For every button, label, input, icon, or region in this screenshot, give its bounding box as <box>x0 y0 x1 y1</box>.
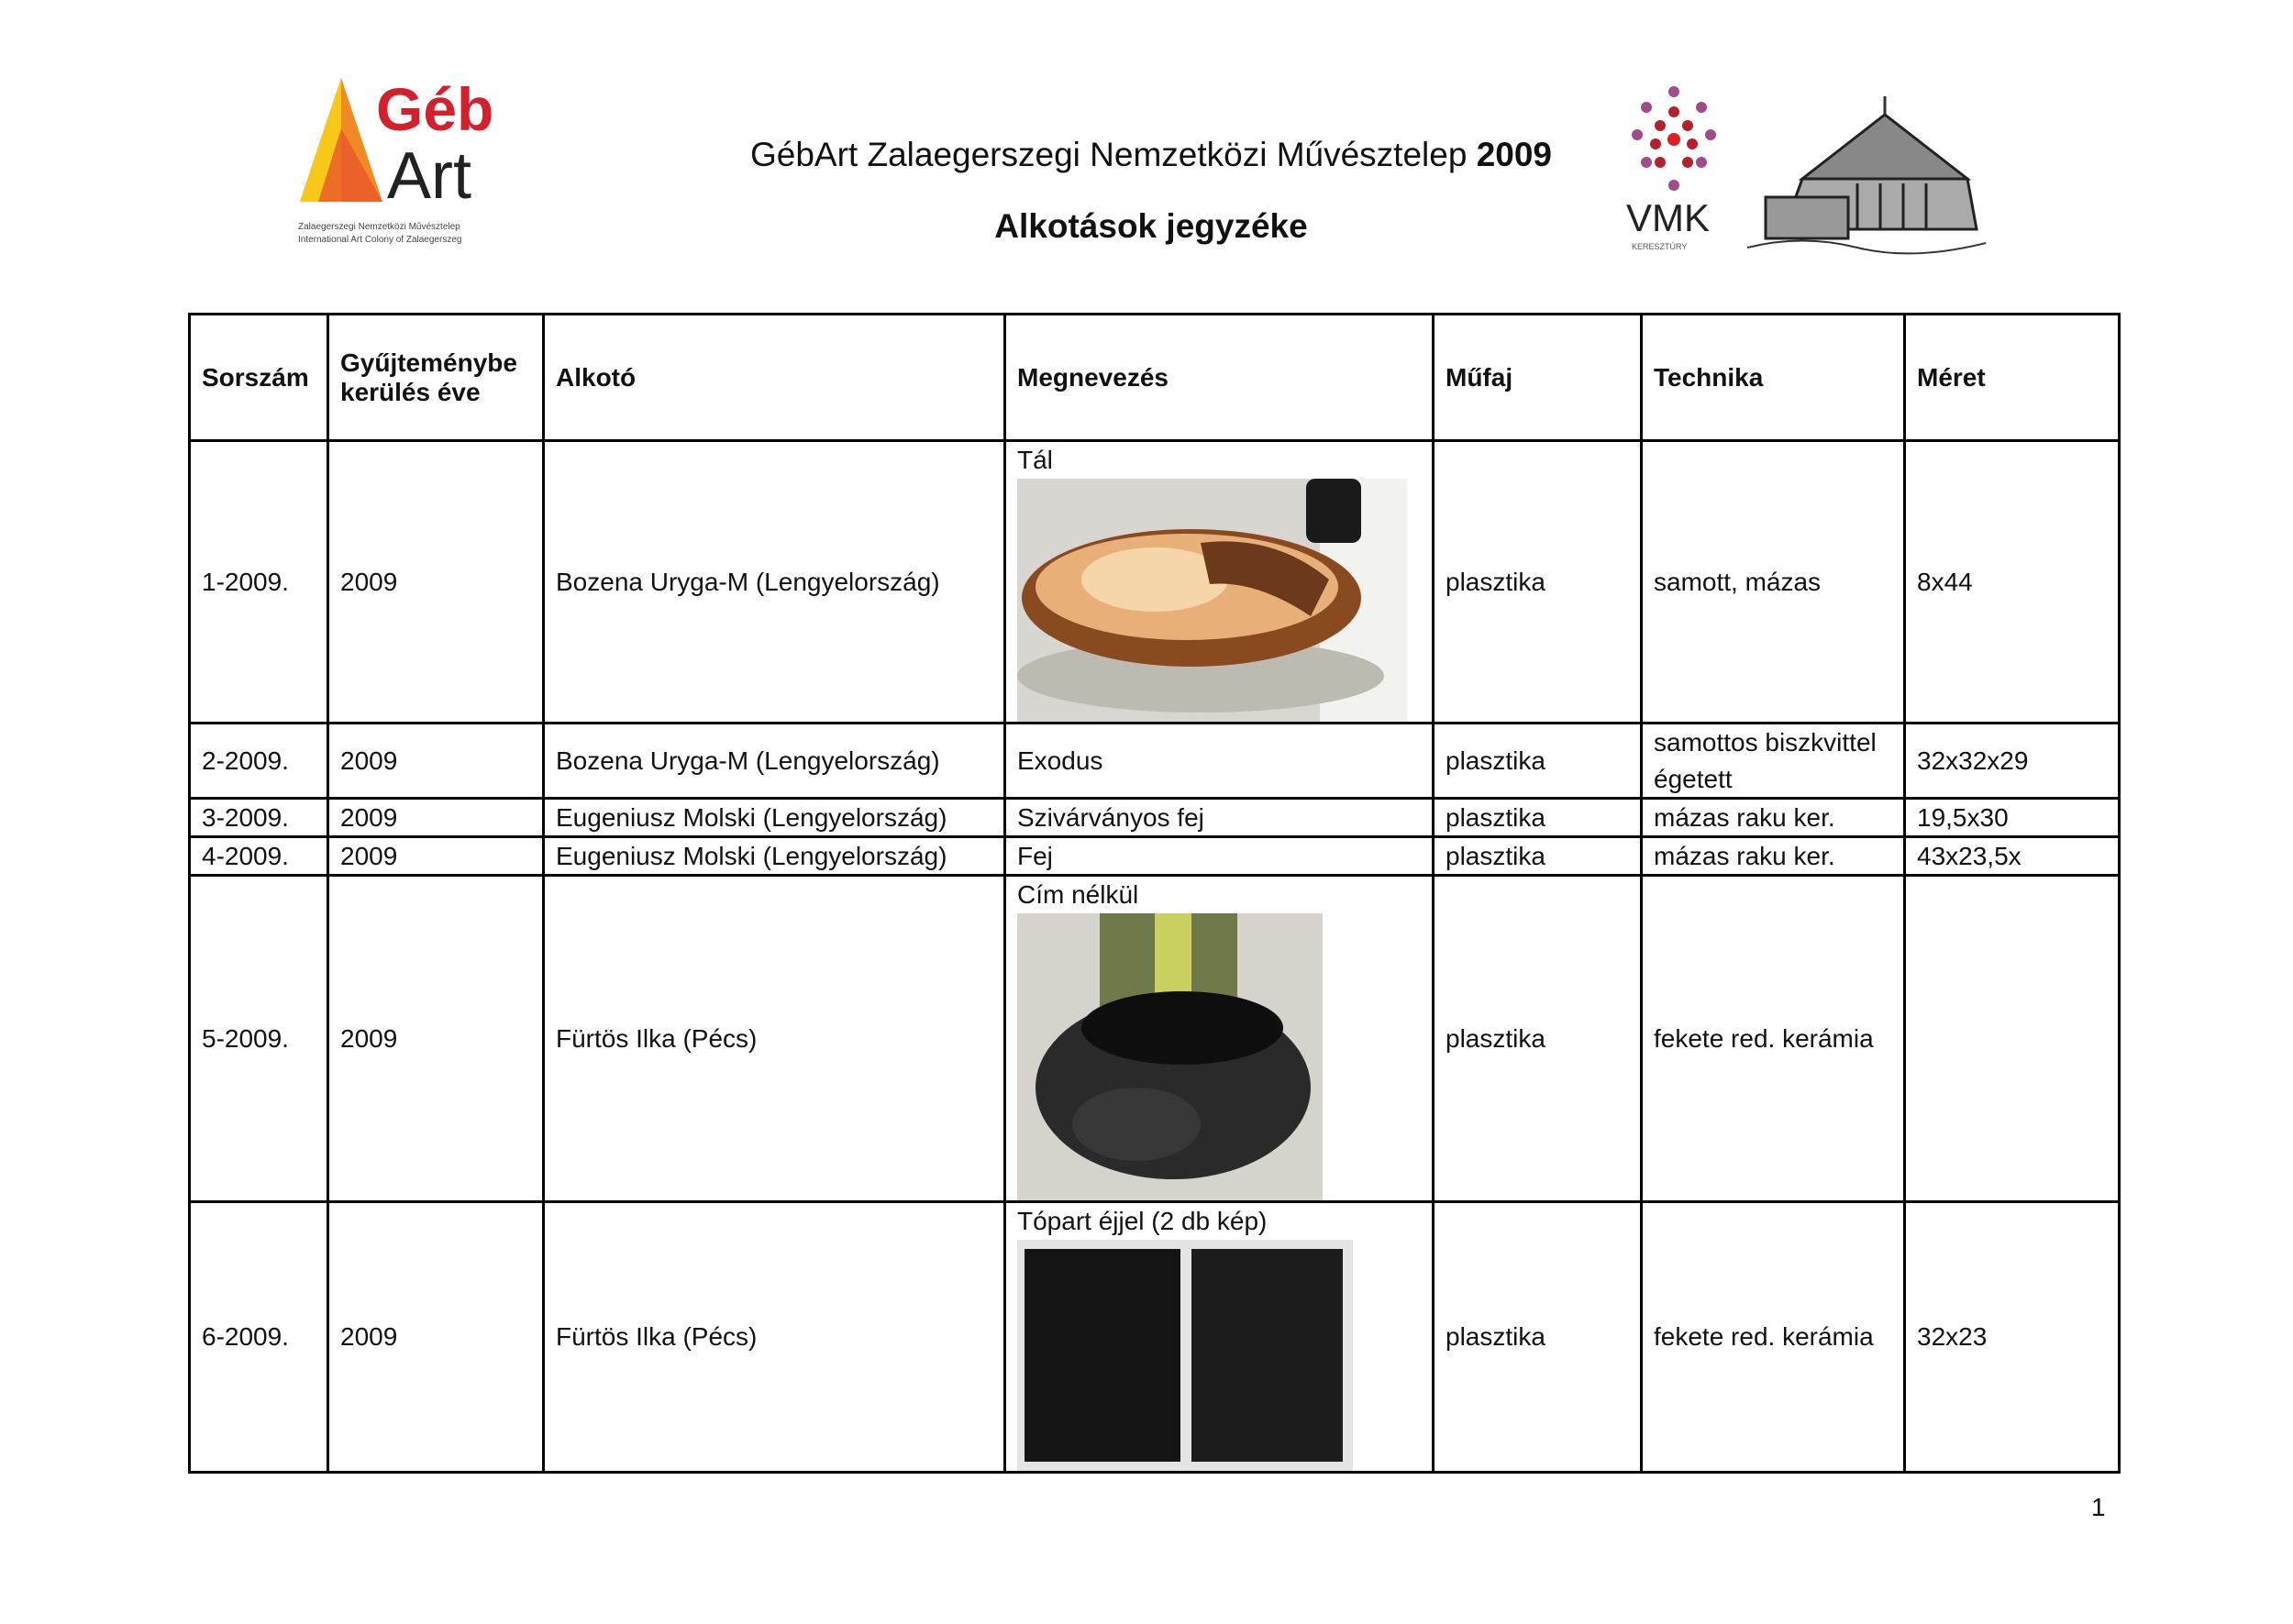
cell-year: 2009 <box>327 722 545 800</box>
cell-technique: fekete red. kerámia <box>1640 874 1906 1203</box>
svg-text:VMK: VMK <box>1626 196 1710 239</box>
cell-title: Exodus <box>1003 722 1435 800</box>
cell-no: 1-2009. <box>188 439 329 724</box>
table-row: 4-2009. 2009 Eugeniusz Molski (Lengyelor… <box>188 835 2121 877</box>
cell-no: 4-2009. <box>188 835 329 877</box>
cell-technique: samott, mázas <box>1640 439 1906 724</box>
document-subtitle: Alkotások jegyzéke <box>994 207 1308 245</box>
house-drawing-logo <box>1747 96 1987 255</box>
document-title: GébArt Zalaegerszegi Nemzetközi Művészte… <box>642 136 1660 174</box>
artwork-title: Tál <box>1017 446 1053 474</box>
gebart-logo: Géb Art Zalaegerszegi Nemzetközi Művészt… <box>298 75 493 245</box>
cell-technique: mázas raku ker. <box>1640 797 1906 838</box>
col-header-technique: Technika <box>1640 313 1906 442</box>
cell-technique: mázas raku ker. <box>1640 835 1906 877</box>
svg-text:International Art Colony of Za: International Art Colony of Zalaegerszeg <box>298 235 461 245</box>
cell-title: Szivárványos fej <box>1003 797 1435 838</box>
cell-title: Tópart éjjel (2 db kép) <box>1003 1200 1435 1474</box>
svg-text:Géb: Géb <box>376 75 493 143</box>
cell-genre: plasztika <box>1432 835 1643 877</box>
col-header-genre: Műfaj <box>1432 313 1643 442</box>
cell-no: 2-2009. <box>188 722 329 800</box>
col-header-size: Méret <box>1903 313 2121 442</box>
col-header-year: Gyűjteménybe kerülés éve <box>327 313 545 442</box>
table-row: 6-2009. 2009 Fürtös Ilka (Pécs) Tópart é… <box>188 1200 2121 1474</box>
cell-year: 2009 <box>327 439 545 724</box>
title-text: GébArt Zalaegerszegi Nemzetközi Művészte… <box>749 136 1468 173</box>
cell-no: 6-2009. <box>188 1200 329 1474</box>
cell-genre: plasztika <box>1432 1200 1643 1474</box>
cell-genre: plasztika <box>1432 439 1643 724</box>
cell-title: Tál <box>1003 439 1435 724</box>
cell-artist: Fürtös Ilka (Pécs) <box>542 874 1006 1203</box>
title-year: 2009 <box>1476 136 1553 173</box>
artworks-table: Sorszám Gyűjteménybe kerülés éve Alkotó M… <box>188 313 2121 1474</box>
cell-artist: Eugeniusz Molski (Lengyelország) <box>542 797 1006 838</box>
cell-no: 5-2009. <box>188 874 329 1203</box>
cell-genre: plasztika <box>1432 797 1643 838</box>
cell-year: 2009 <box>327 797 545 838</box>
cell-title: Cím nélkül <box>1003 874 1435 1203</box>
cell-genre: plasztika <box>1432 874 1643 1203</box>
cell-size <box>1903 874 2121 1203</box>
table-header-row: Sorszám Gyűjteménybe kerülés éve Alkotó M… <box>188 313 2121 442</box>
black-panels-photo <box>1017 1240 1353 1471</box>
cell-year: 2009 <box>327 874 545 1203</box>
table-row: 1-2009. 2009 Bozena Uryga-M (Lengyelorsz… <box>188 439 2121 724</box>
col-header-no: Sorszám <box>188 313 329 442</box>
col-header-artist: Alkotó <box>542 313 1006 442</box>
artwork-title: Tópart éjjel (2 db kép) <box>1017 1207 1268 1235</box>
cell-title: Fej <box>1003 835 1435 877</box>
black-vessel-photo <box>1017 913 1323 1200</box>
page-number: 1 <box>2091 1493 2106 1521</box>
cell-genre: plasztika <box>1432 722 1643 800</box>
table-row: 2-2009. 2009 Bozena Uryga-M (Lengyelorsz… <box>188 722 2121 800</box>
table-row: 3-2009. 2009 Eugeniusz Molski (Lengyelor… <box>188 797 2121 838</box>
cell-technique: samottos biszkvittel égetett <box>1640 722 1906 800</box>
cell-year: 2009 <box>327 1200 545 1474</box>
cell-year: 2009 <box>327 835 545 877</box>
cell-size: 43x23,5x <box>1903 835 2121 877</box>
cell-size: 8x44 <box>1903 439 2121 724</box>
svg-text:Zalaegerszegi Nemzetközi Művés: Zalaegerszegi Nemzetközi Művésztelep <box>298 222 460 232</box>
vmk-logo: VMK KERESZTÚRY <box>1626 86 1716 251</box>
cell-artist: Bozena Uryga-M (Lengyelország) <box>542 439 1006 724</box>
cell-size: 19,5x30 <box>1903 797 2121 838</box>
cell-artist: Bozena Uryga-M (Lengyelország) <box>542 722 1006 800</box>
cell-artist: Eugeniusz Molski (Lengyelország) <box>542 835 1006 877</box>
cell-artist: Fürtös Ilka (Pécs) <box>542 1200 1006 1474</box>
cell-size: 32x23 <box>1903 1200 2121 1474</box>
table-row: 5-2009. 2009 Fürtös Ilka (Pécs) Cím nélk… <box>188 874 2121 1203</box>
cell-size: 32x32x29 <box>1903 722 2121 800</box>
col-header-title: Megnevezés <box>1003 313 1435 442</box>
svg-text:Art: Art <box>387 139 471 213</box>
cell-no: 3-2009. <box>188 797 329 838</box>
svg-text:KERESZTÚRY: KERESZTÚRY <box>1632 242 1687 251</box>
cell-technique: fekete red. kerámia <box>1640 1200 1906 1474</box>
ceramic-bowl-photo <box>1017 479 1407 722</box>
artwork-title: Cím nélkül <box>1017 880 1139 909</box>
